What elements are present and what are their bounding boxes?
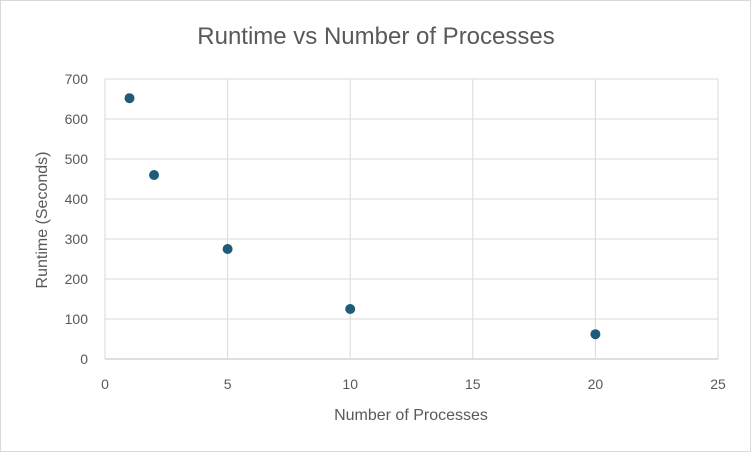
y-tick-label: 200 (65, 271, 89, 287)
x-tick-label: 10 (342, 376, 358, 392)
x-tick-label: 15 (465, 376, 481, 392)
data-points (124, 93, 601, 340)
x-tick-label: 0 (101, 376, 109, 392)
data-point (124, 93, 135, 104)
x-tick-label: 20 (588, 376, 604, 392)
y-tick-label: 600 (65, 111, 89, 127)
chart-title: Runtime vs Number of Processes (197, 23, 554, 50)
x-tick-label: 5 (224, 376, 232, 392)
data-point (222, 244, 233, 254)
data-point (590, 329, 601, 340)
y-tick-label: 300 (65, 231, 89, 247)
y-tick-label: 100 (65, 311, 89, 327)
x-tick-label: 25 (710, 376, 726, 392)
y-tick-label: 0 (80, 351, 88, 367)
tick-labels: 0 100 200 300 400 500 600 700 0 5 10 15 20 25 (65, 71, 726, 392)
y-tick-label: 500 (65, 151, 89, 167)
data-point (345, 304, 356, 314)
gridlines (104, 78, 719, 360)
y-axis-title: Runtime (Seconds) (34, 152, 51, 289)
x-axis-title: Number of Processes (334, 407, 488, 424)
y-tick-label: 700 (65, 71, 89, 87)
y-tick-label: 400 (65, 191, 89, 207)
data-point (149, 170, 160, 180)
